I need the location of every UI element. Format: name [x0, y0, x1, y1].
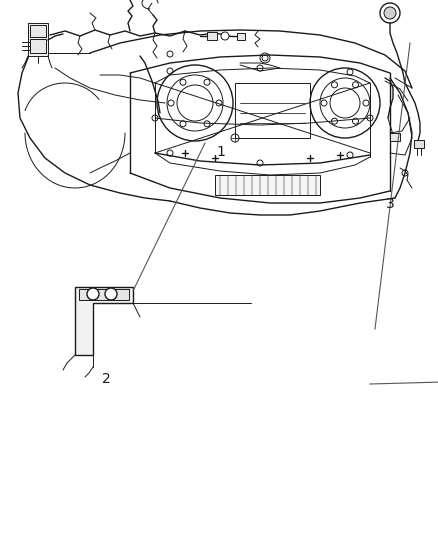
Polygon shape [30, 39, 46, 53]
Text: 1: 1 [217, 145, 226, 159]
Polygon shape [390, 133, 400, 141]
Circle shape [87, 288, 99, 300]
Polygon shape [30, 25, 46, 37]
Polygon shape [215, 175, 320, 195]
Polygon shape [207, 32, 217, 40]
Polygon shape [237, 33, 245, 40]
Circle shape [384, 7, 396, 19]
Text: 3: 3 [386, 197, 395, 211]
Polygon shape [28, 23, 48, 56]
Polygon shape [79, 289, 129, 300]
Circle shape [380, 3, 400, 23]
Circle shape [105, 288, 117, 300]
Circle shape [221, 32, 229, 40]
Polygon shape [75, 287, 133, 355]
Circle shape [167, 51, 173, 57]
Polygon shape [414, 140, 424, 148]
Text: 2: 2 [102, 373, 110, 386]
